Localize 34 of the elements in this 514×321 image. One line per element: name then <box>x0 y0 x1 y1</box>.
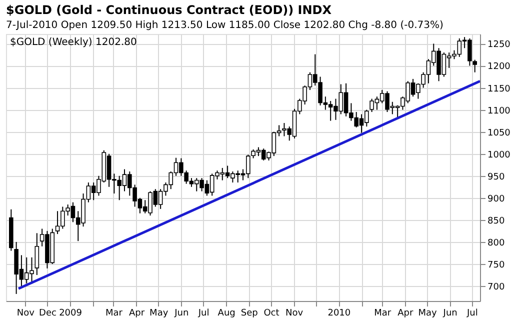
y-tick-label: 900 <box>488 194 505 204</box>
chart-subtitle: 7-Jul-2010 Open 1209.50 High 1213.50 Low 1185.00 Close 1202.80 Chg -8.80 (-0.73%) <box>6 20 444 31</box>
y-tick-label: 1150 <box>488 84 511 94</box>
annotation: $GOLD (Weekly) 1202.80 <box>10 37 137 48</box>
x-tick-label: Apr <box>398 308 414 318</box>
x-tick-label: Mar <box>105 308 123 318</box>
x-tick-label: Aug <box>218 308 236 318</box>
y-tick-label: 700 <box>488 282 505 293</box>
x-tick-label: Dec <box>39 308 56 318</box>
y-tick-label: 1250 <box>488 40 511 50</box>
x-tick-label: May <box>418 308 438 318</box>
x-tick-label: Oct <box>264 308 280 318</box>
y-tick-label: 1100 <box>488 106 511 116</box>
y-tick-label: 1000 <box>488 150 511 160</box>
y-tick-label: 800 <box>488 238 505 248</box>
x-tick-label: Mar <box>374 308 392 318</box>
y-tick-label: 1050 <box>488 128 511 138</box>
x-tick-label: May <box>150 308 169 318</box>
x-tick-label: 2009 <box>59 308 82 318</box>
x-tick-label: Jul <box>466 308 478 318</box>
x-tick-label: Nov <box>16 308 36 318</box>
x-tick-label: 2010 <box>328 308 351 318</box>
chart-title: $GOLD (Gold - Continuous Contract (EOD)) INDX <box>6 3 332 17</box>
y-tick-label: 1200 <box>488 62 511 72</box>
x-tick-label: Jun <box>442 308 458 318</box>
candlestick <box>34 232 40 276</box>
y-tick-label: 750 <box>488 260 505 270</box>
x-tick-label: Jun <box>174 308 189 318</box>
x-tick-label: Jul <box>197 308 210 318</box>
y-tick-label: 850 <box>488 216 505 226</box>
x-tick-label: Sep <box>240 308 258 318</box>
x-tick-label: Apr <box>128 308 145 318</box>
x-tick-label: Nov <box>285 308 304 318</box>
y-tick-label: 950 <box>488 172 505 182</box>
